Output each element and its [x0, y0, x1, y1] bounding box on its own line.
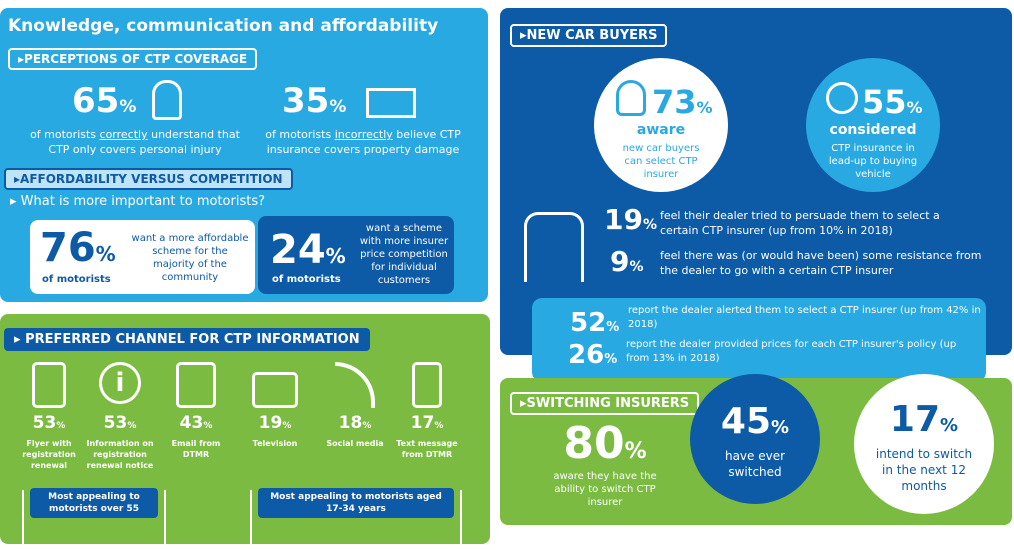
channel-panel: ▸ PREFERRED CHANNEL FOR CTP INFORMATION …	[0, 314, 490, 550]
stat-9-text: feel there was (or would have been) some…	[660, 249, 982, 278]
envelope-icon	[176, 362, 216, 408]
considered-circle: 55% considered CTP insurance in lead-up …	[806, 58, 940, 192]
channel-email: 43% Email from DTMR	[161, 362, 231, 461]
card-text: want a scheme with more insurer price co…	[359, 223, 449, 286]
lightbulb-icon	[616, 80, 646, 116]
new-car-tag: NEW CAR BUYERS	[510, 24, 668, 47]
knowledge-panel: Knowledge, communication and affordabili…	[0, 8, 488, 302]
stat-19-text: feel their dealer tried to persuade them…	[660, 209, 940, 238]
channel-tv: 19% Television	[240, 362, 310, 450]
stat-35: 35%	[282, 81, 347, 121]
switching-tag: SWITCHING INSURERS	[510, 392, 700, 415]
signal-icon	[335, 362, 375, 408]
stat-19: 19%	[604, 203, 657, 236]
card-competition: 24% of motorists want a scheme with more…	[258, 216, 454, 294]
brain-icon	[826, 82, 858, 114]
note-17-34: Most appealing to motorists aged 17-34 y…	[258, 488, 454, 519]
stat-80-text: aware they have the ability to switch CT…	[553, 471, 657, 508]
perceptions-tag: PERCEPTIONS OF CTP COVERAGE	[8, 48, 258, 70]
switching-panel: SWITCHING INSURERS 80% aware they have t…	[500, 374, 1012, 525]
dealer-box: 52% report the dealer alerted them to se…	[532, 298, 986, 382]
switched-circle: 45% have ever switched	[690, 374, 820, 504]
stat-65: 65%	[72, 81, 137, 121]
channel-info: i 53% Information on registration renewal …	[83, 362, 157, 471]
stat-9: 9%	[610, 245, 644, 278]
aware-circle: 73% aware new car buyers can select CTP …	[594, 58, 728, 192]
card-affordable: 76% of motorists want a more affordable …	[30, 220, 255, 294]
affordability-tag: AFFORDABILITY VERSUS COMPETITION	[4, 168, 293, 190]
card-label: of motorists	[272, 274, 341, 285]
bracket-right	[250, 490, 462, 550]
question: ▸ What is more important to motorists?	[10, 194, 265, 209]
card-label: of motorists	[42, 274, 111, 285]
info-icon: i	[99, 362, 141, 404]
document-icon	[32, 362, 66, 408]
stat-80: 80%	[563, 418, 647, 469]
phone-icon	[412, 362, 442, 408]
channel-tag: ▸ PREFERRED CHANNEL FOR CTP INFORMATION	[4, 328, 370, 351]
stat-35-text: of motorists incorrectly believe CTP ins…	[265, 128, 461, 156]
note-over-55: Most appealing to motorists over 55	[30, 488, 158, 519]
house-icon	[366, 88, 416, 118]
intend-circle: 17% intend to switch in the next 12 mont…	[854, 374, 994, 514]
channel-social: 18% Social media	[320, 362, 390, 450]
section-title: Knowledge, communication and affordabili…	[8, 16, 439, 36]
tv-icon	[252, 372, 298, 408]
card-text: want a more affordable scheme for the ma…	[131, 233, 249, 283]
new-car-panel: NEW CAR BUYERS 73% aware new car buyers …	[500, 8, 1012, 382]
dealer-people-icon	[524, 212, 584, 282]
channel-flyer: 53% Flyer with registration renewal	[14, 362, 84, 471]
bracket-left	[22, 490, 166, 550]
person-icon	[152, 80, 182, 120]
channel-sms: 17% Text message from DTMR	[392, 362, 462, 461]
stat-65-text: of motorists correctly understand that C…	[30, 128, 240, 156]
